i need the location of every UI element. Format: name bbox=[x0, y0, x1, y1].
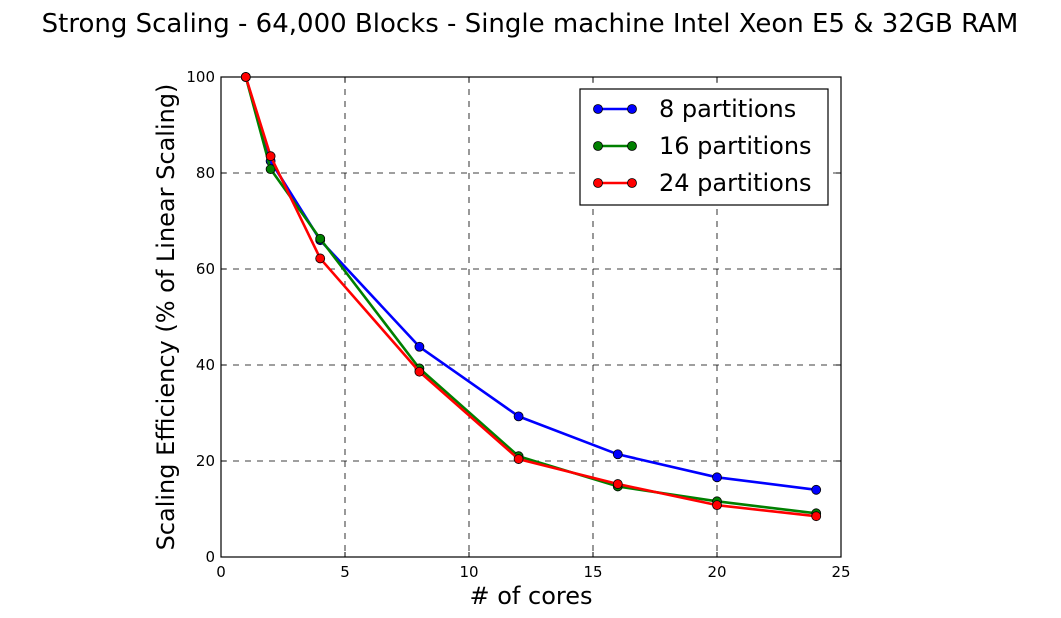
series-3 bbox=[240, 72, 822, 522]
data-point bbox=[612, 449, 623, 460]
x-tick-label: 10 bbox=[459, 563, 478, 581]
series-line bbox=[244, 76, 817, 515]
data-point bbox=[414, 341, 425, 352]
legend-marker bbox=[593, 178, 603, 188]
data-point bbox=[240, 72, 251, 82]
x-tick-label: 20 bbox=[707, 563, 726, 581]
legend-marker bbox=[627, 178, 637, 188]
y-axis-label: Scaling Efficiency (% of Linear Scaling) bbox=[152, 84, 180, 551]
y-tick-label: 60 bbox=[196, 260, 215, 278]
y-tick-label: 20 bbox=[196, 452, 215, 470]
x-axis-label: # of cores bbox=[470, 582, 593, 610]
legend: 8 partitions 16 partitions 24 partitions bbox=[579, 88, 829, 206]
data-point bbox=[315, 233, 326, 244]
series-line bbox=[244, 76, 817, 518]
legend-label: 16 partitions bbox=[659, 132, 812, 160]
x-tick-label: 0 bbox=[216, 563, 226, 581]
legend-label: 24 partitions bbox=[659, 169, 812, 197]
data-point bbox=[612, 479, 623, 489]
legend-item: 8 partitions bbox=[593, 95, 796, 123]
axis-ticks: 0 5 10 15 20 25 0 20 40 60 80 100 bbox=[186, 68, 850, 581]
y-tick-label: 100 bbox=[186, 68, 215, 86]
series-layer bbox=[240, 72, 822, 522]
chart-title: Strong Scaling - 64,000 Blocks - Single … bbox=[42, 9, 1019, 39]
data-point bbox=[712, 472, 722, 483]
y-tick-label: 40 bbox=[196, 356, 215, 374]
data-point bbox=[513, 411, 524, 422]
data-point bbox=[811, 511, 822, 522]
legend-marker bbox=[593, 141, 603, 151]
x-tick-label: 25 bbox=[831, 563, 850, 581]
data-point bbox=[315, 253, 326, 264]
legend-marker bbox=[593, 104, 603, 114]
legend-item: 24 partitions bbox=[593, 169, 812, 197]
data-point bbox=[265, 164, 276, 175]
data-point bbox=[811, 484, 822, 495]
x-tick-label: 15 bbox=[583, 563, 602, 581]
legend-marker bbox=[627, 141, 637, 151]
data-point bbox=[712, 500, 722, 511]
data-point bbox=[414, 366, 425, 377]
plot-area-frame bbox=[220, 76, 842, 558]
y-tick-label: 80 bbox=[196, 164, 215, 182]
legend-item: 16 partitions bbox=[593, 132, 812, 160]
y-tick-label: 0 bbox=[205, 548, 215, 566]
data-point bbox=[265, 151, 276, 162]
legend-label: 8 partitions bbox=[659, 95, 796, 123]
data-point bbox=[513, 454, 524, 464]
legend-marker bbox=[627, 104, 637, 114]
x-tick-label: 5 bbox=[340, 563, 350, 581]
